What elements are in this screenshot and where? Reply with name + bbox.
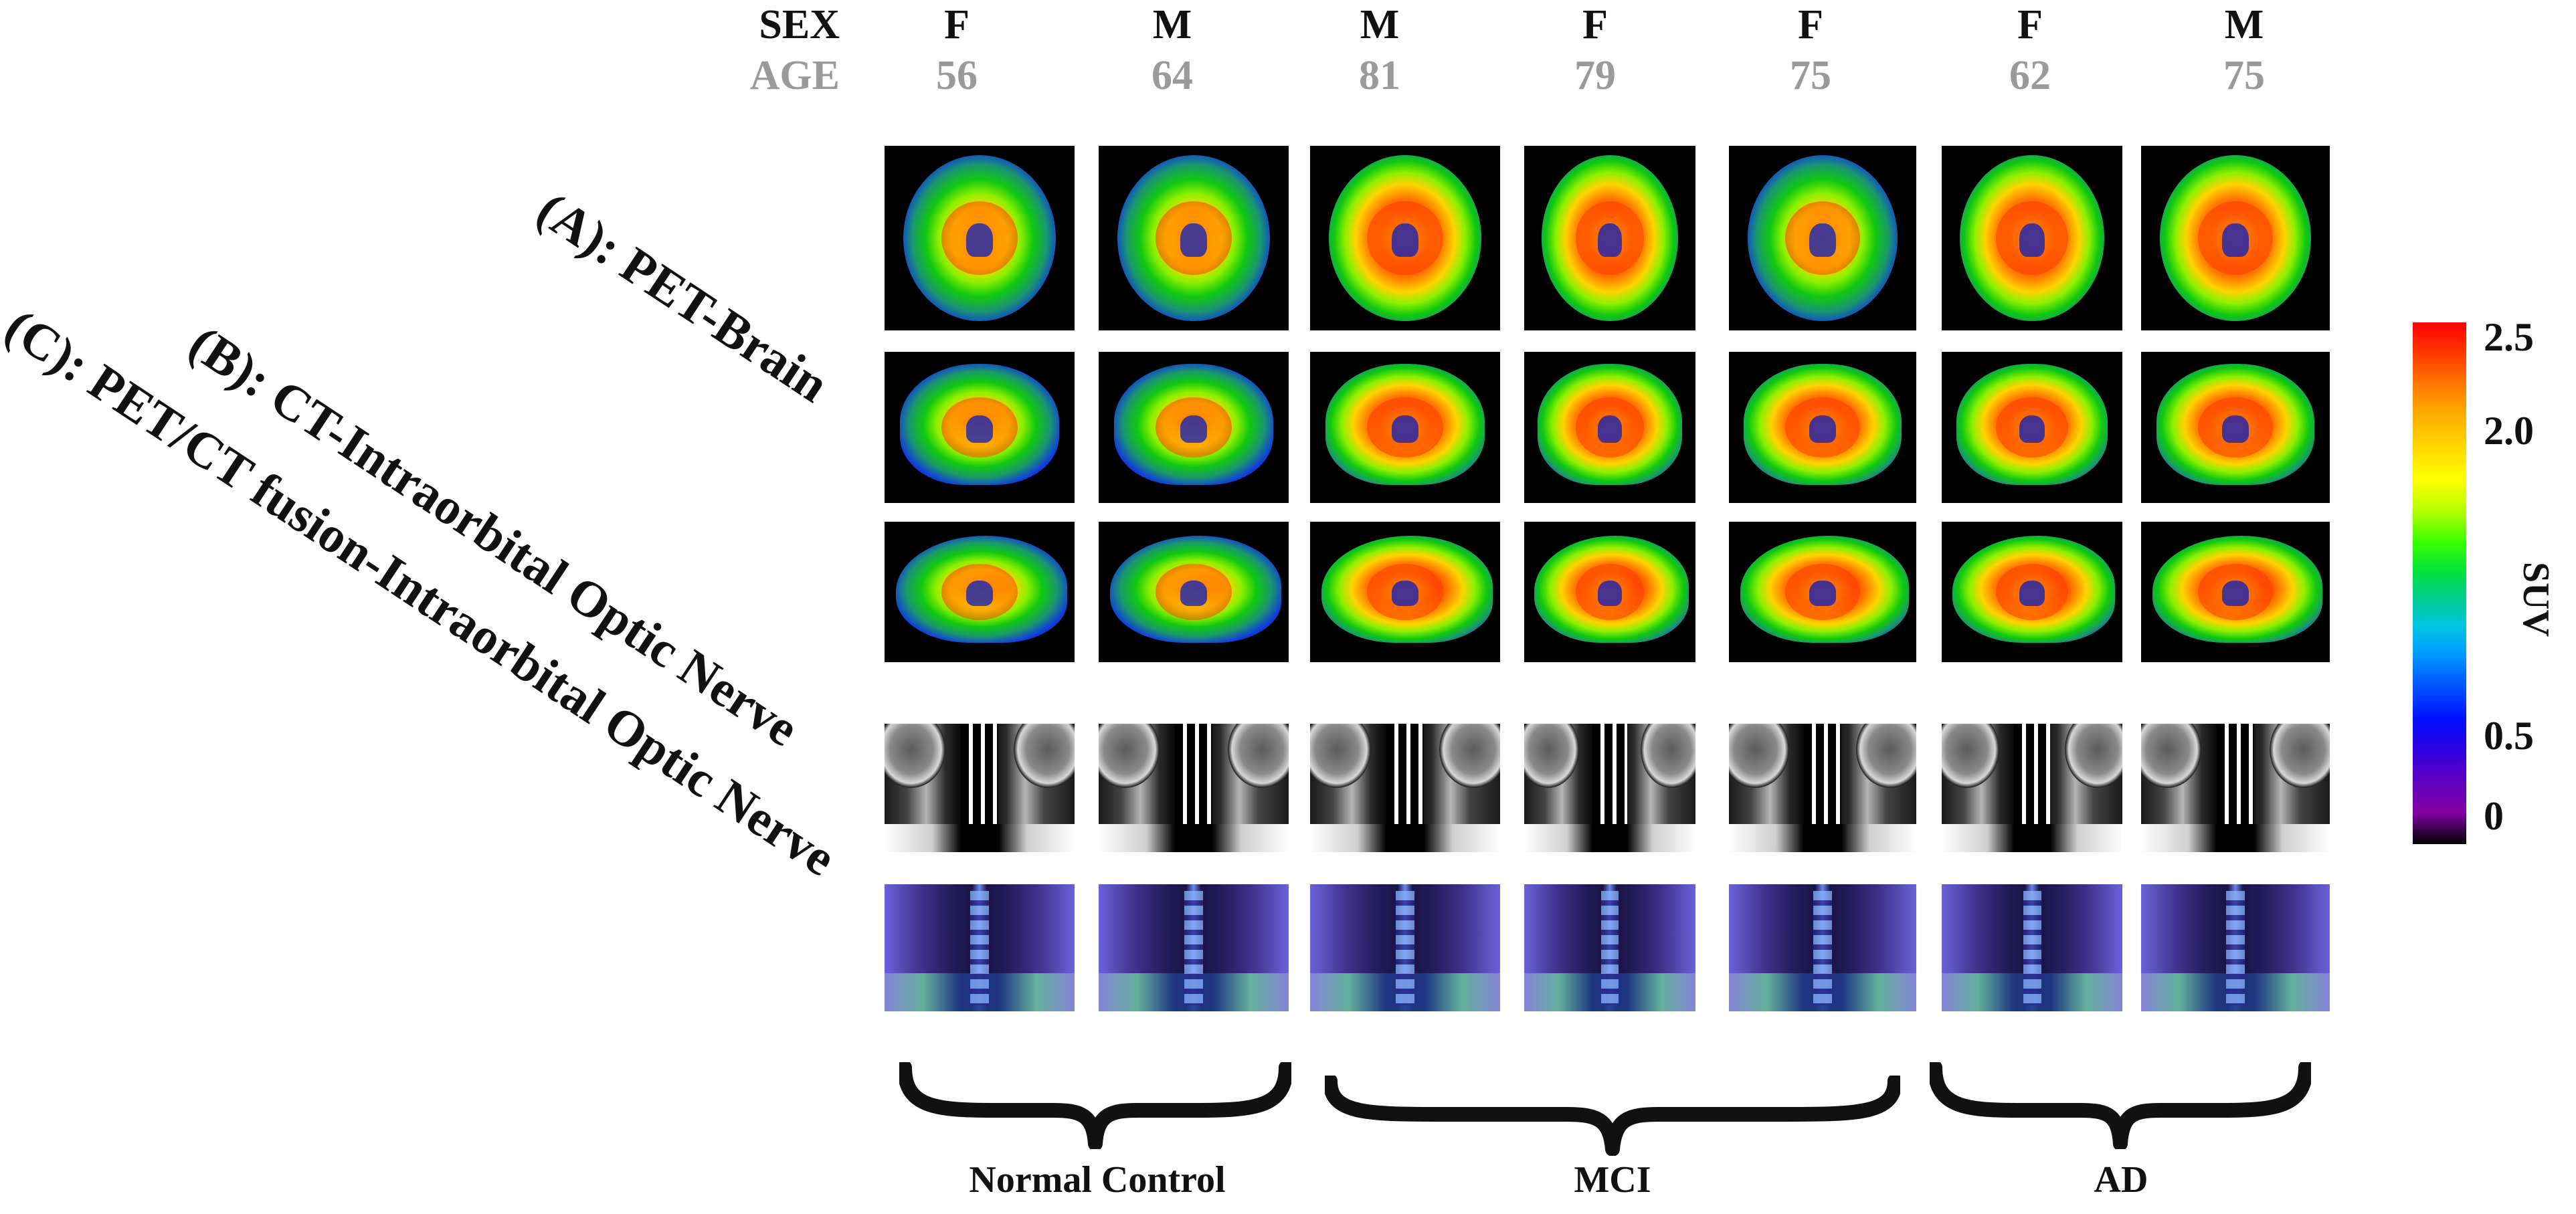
pet-brain-coronal-image — [2141, 352, 2330, 503]
group-label-normal-control: Normal Control — [969, 1159, 1226, 1201]
pet-brain-axial-image — [2141, 146, 2330, 330]
pet-brain-sagittal-image — [1524, 522, 1695, 662]
pet-brain-sagittal-image — [1729, 522, 1916, 662]
pet-brain-coronal-image — [1310, 352, 1500, 503]
brace-mci — [1325, 1076, 1900, 1156]
subject-sex: M — [2224, 2, 2264, 47]
pet-brain-sagittal-image — [1942, 522, 2122, 662]
subject-age: 75 — [1790, 53, 1831, 98]
pet-brain-axial-image — [1310, 146, 1500, 330]
petct-fusion-optic-nerve-image — [1729, 884, 1916, 1011]
subject-age: 62 — [2009, 53, 2051, 98]
petct-fusion-optic-nerve-image — [1524, 884, 1695, 1011]
subject-sex: F — [2017, 2, 2043, 47]
pet-brain-sagittal-image — [2141, 522, 2330, 662]
pet-brain-axial-image — [1524, 146, 1695, 330]
pet-brain-coronal-image — [1099, 352, 1289, 503]
subject-sex: M — [1360, 2, 1400, 47]
colorbar-tick-label: 0 — [2484, 794, 2504, 838]
ct-optic-nerve-image — [885, 724, 1075, 852]
petct-fusion-optic-nerve-image — [2141, 884, 2330, 1011]
subject-age: 75 — [2223, 53, 2265, 98]
subject-sex: F — [1798, 2, 1823, 47]
subject-age: 81 — [1359, 53, 1400, 98]
subject-age: 56 — [936, 53, 978, 98]
ct-optic-nerve-image — [1729, 724, 1916, 852]
ct-optic-nerve-image — [1310, 724, 1500, 852]
pet-brain-coronal-image — [1942, 352, 2122, 503]
colorbar-tick-label: 2.5 — [2484, 315, 2534, 359]
pet-brain-axial-image — [885, 146, 1075, 330]
pet-brain-coronal-image — [1729, 352, 1916, 503]
subject-sex: F — [944, 2, 970, 47]
petct-fusion-optic-nerve-image — [1099, 884, 1289, 1011]
age-header-label: AGE — [749, 53, 840, 98]
colorbar-title: SUV — [2515, 561, 2557, 637]
colorbar-tick-label: 2.0 — [2484, 409, 2534, 453]
petct-fusion-optic-nerve-image — [1310, 884, 1500, 1011]
subject-age: 79 — [1574, 53, 1616, 98]
pet-brain-axial-image — [1099, 146, 1289, 330]
subject-sex: M — [1152, 2, 1192, 47]
ct-optic-nerve-image — [2141, 724, 2330, 852]
brace-ad — [1930, 1062, 2311, 1149]
sex-header-label: SEX — [759, 2, 840, 47]
group-label-ad: AD — [2094, 1159, 2148, 1201]
subject-age: 64 — [1152, 53, 1193, 98]
row-label-ct-optic-nerve: (B): CT-Intraorbital Optic Nerve — [179, 314, 809, 758]
pet-brain-sagittal-image — [1310, 522, 1500, 662]
suv-colorbar — [2413, 322, 2466, 844]
petct-fusion-optic-nerve-image — [1942, 884, 2122, 1011]
brace-normal-control — [899, 1062, 1291, 1149]
pet-brain-coronal-image — [1524, 352, 1695, 503]
ct-optic-nerve-image — [1099, 724, 1289, 852]
row-label-pet-brain: (A): PET-Brain — [527, 181, 838, 413]
petct-fusion-optic-nerve-image — [885, 884, 1075, 1011]
pet-brain-sagittal-image — [1099, 522, 1289, 662]
pet-brain-axial-image — [1942, 146, 2122, 330]
subject-sex: F — [1582, 2, 1608, 47]
ct-optic-nerve-image — [1942, 724, 2122, 852]
ct-optic-nerve-image — [1524, 724, 1695, 852]
row-label-petct-fusion-optic-nerve: (C): PET/CT fusion-Intraorbital Optic Ne… — [0, 298, 846, 888]
pet-brain-sagittal-image — [885, 522, 1075, 662]
colorbar-tick-label: 0.5 — [2484, 714, 2534, 758]
pet-brain-axial-image — [1729, 146, 1916, 330]
group-label-mci: MCI — [1574, 1159, 1651, 1201]
pet-brain-coronal-image — [885, 352, 1075, 503]
